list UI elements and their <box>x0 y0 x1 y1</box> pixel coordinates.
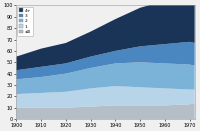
Legend: 4+, 3, 2, 1, ≤0: 4+, 3, 2, 1, ≤0 <box>17 7 33 36</box>
